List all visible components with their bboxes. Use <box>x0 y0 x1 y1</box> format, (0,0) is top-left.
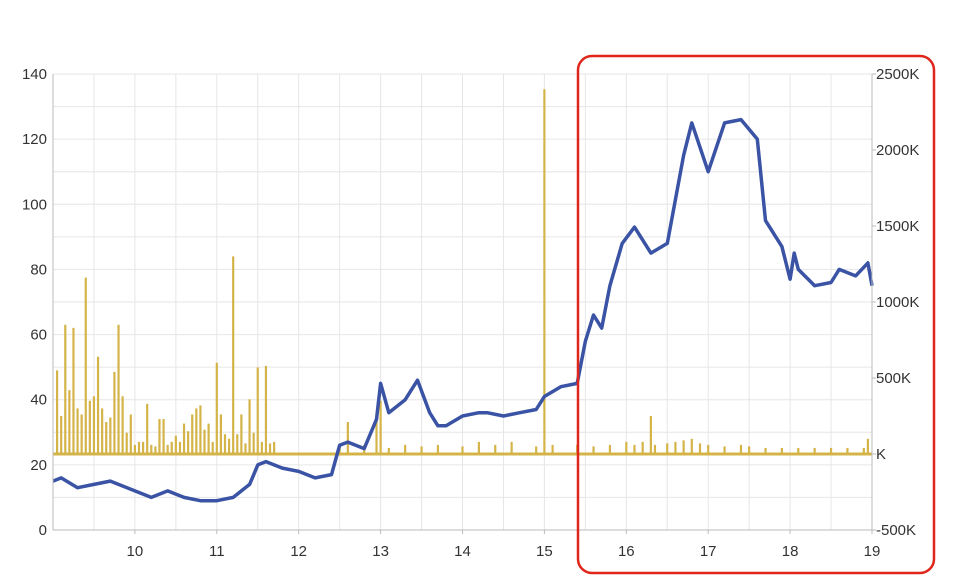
x-tick-label: 19 <box>864 543 881 560</box>
x-tick-label: 16 <box>618 543 635 560</box>
tick-labels: 10 11 12 13 14 15 16 17 18 19 0 20 40 60 80 100 120 140 -5… <box>22 66 919 560</box>
price-line <box>52 117 874 503</box>
y-left-tick-label: 100 <box>22 196 47 213</box>
y-left-tick-label: 40 <box>30 392 47 409</box>
y-left-tick-label: 80 <box>30 261 47 278</box>
grid-layer <box>52 73 873 531</box>
x-tick-label: 13 <box>372 543 389 560</box>
y-right-tick-label: K <box>876 446 886 463</box>
y-right-tick-label: 1500K <box>876 218 919 235</box>
y-right-tick-label: -500K <box>876 522 916 539</box>
y-left-tick-label: 0 <box>39 522 47 539</box>
x-tick-label: 14 <box>454 543 471 560</box>
x-tick-label: 18 <box>782 543 799 560</box>
x-tick-label: 11 <box>209 543 225 560</box>
highlight-box <box>576 54 936 575</box>
y-left-tick-label: 20 <box>30 457 47 474</box>
y-right-tick-label: 2000K <box>876 142 919 159</box>
x-tick-label: 17 <box>700 543 717 560</box>
x-tick-label: 10 <box>127 543 144 560</box>
y-right-tick-label: 2500K <box>876 66 919 83</box>
axes <box>52 73 876 534</box>
x-tick-label: 12 <box>290 543 307 560</box>
x-tick-label: 15 <box>536 543 553 560</box>
y-right-tick-label: 1000K <box>876 294 919 311</box>
y-left-tick-label: 120 <box>22 131 47 148</box>
y-right-tick-label: 500K <box>876 370 911 387</box>
y-left-tick-label: 140 <box>22 66 47 83</box>
y-left-tick-label: 60 <box>30 327 47 344</box>
